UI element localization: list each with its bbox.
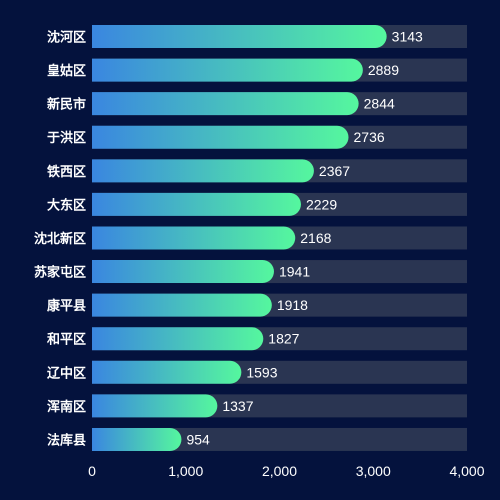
value-label: 1941 — [279, 264, 310, 280]
category-label: 沈北新区 — [34, 231, 86, 247]
x-tick-label: 1,000 — [168, 463, 203, 479]
x-tick-label: 0 — [88, 463, 96, 479]
value-label: 2736 — [354, 129, 385, 145]
bar[interactable] — [92, 25, 387, 48]
category-label: 皇姑区 — [47, 63, 86, 79]
x-tick-label: 4,000 — [449, 463, 484, 479]
bar[interactable] — [92, 58, 363, 82]
value-label: 954 — [186, 431, 210, 447]
bar[interactable] — [92, 427, 182, 451]
value-label-layer: 3143 2889 2844 2736 2367 2229 2168 1941 1918 1827… — [186, 29, 423, 448]
value-label: 1918 — [277, 297, 308, 313]
category-label-layer: 沈河区皇姑区新民市于洪区铁西区大东区沈北新区苏家屯区康平县和平区辽中区浑南区法库… — [34, 30, 86, 449]
category-label: 康平县 — [47, 298, 86, 314]
bar[interactable] — [92, 394, 218, 418]
bar[interactable] — [92, 293, 272, 317]
value-label: 2844 — [364, 96, 395, 112]
bar-track — [92, 427, 467, 451]
category-label: 铁西区 — [46, 164, 86, 180]
bar[interactable] — [92, 192, 301, 216]
x-tick-label: 2,000 — [262, 463, 297, 479]
category-label: 法库县 — [47, 432, 86, 448]
value-label: 1827 — [268, 331, 299, 347]
category-label: 沈河区 — [47, 30, 86, 46]
value-label: 2367 — [319, 163, 350, 179]
category-label: 辽中区 — [47, 365, 86, 381]
x-tick-label: 3,000 — [356, 463, 391, 479]
bar[interactable] — [92, 159, 314, 183]
x-axis: 0 1,000 2,000 3,000 4,000 — [88, 463, 485, 479]
value-label: 2889 — [368, 62, 399, 78]
bar[interactable] — [92, 360, 242, 384]
bar[interactable] — [92, 125, 349, 149]
bar[interactable] — [92, 260, 274, 284]
bar[interactable] — [92, 226, 296, 250]
category-label: 大东区 — [47, 197, 86, 213]
category-label: 新民市 — [47, 97, 86, 113]
value-label: 2229 — [306, 196, 337, 212]
value-label: 1593 — [246, 364, 277, 380]
category-label: 苏家屯区 — [34, 265, 86, 281]
category-label: 和平区 — [47, 332, 86, 348]
bar-layer — [92, 25, 387, 451]
bar[interactable] — [92, 327, 264, 351]
value-label: 1337 — [222, 398, 253, 414]
value-label: 2168 — [300, 230, 331, 246]
category-label: 浑南区 — [47, 399, 86, 415]
bar[interactable] — [92, 92, 359, 116]
category-label: 于洪区 — [47, 130, 86, 146]
value-label: 3143 — [392, 29, 423, 45]
